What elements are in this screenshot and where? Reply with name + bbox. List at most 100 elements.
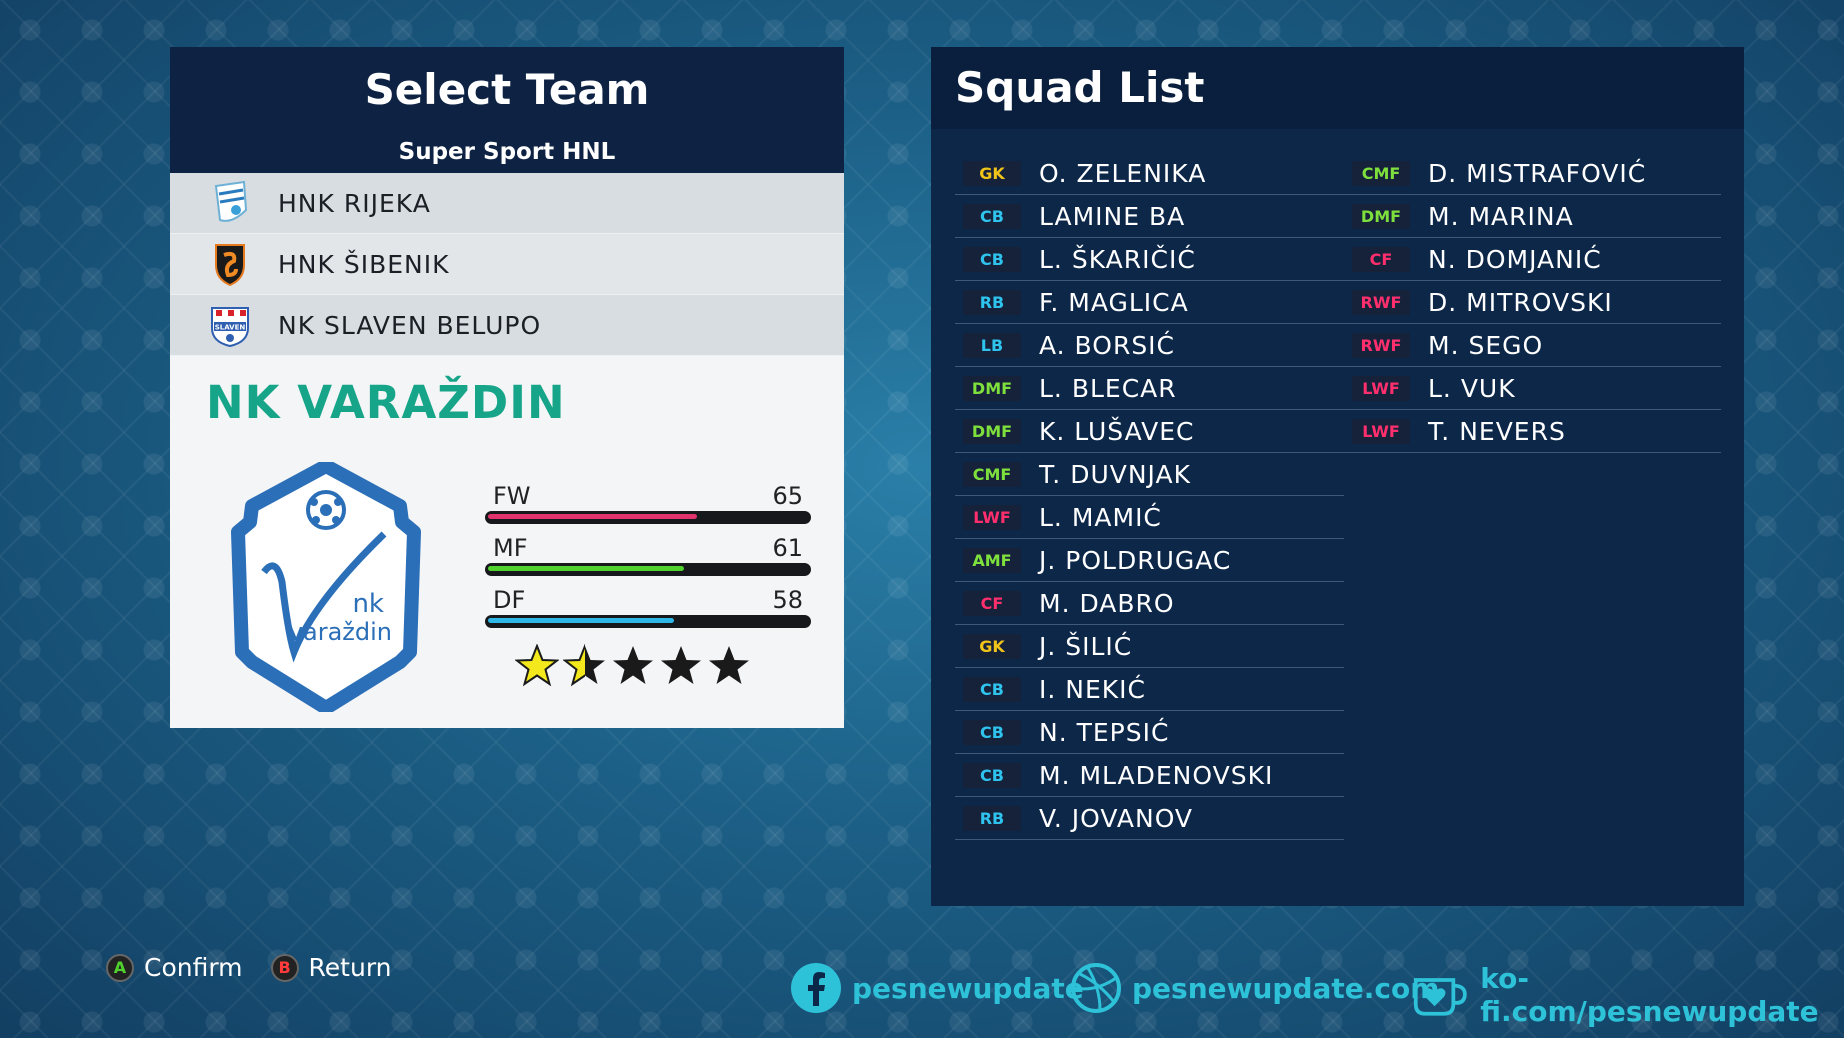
stat-bar [485,511,811,524]
squad-header: Squad List [931,47,1744,129]
player-name: F. MAGLICA [1039,287,1189,317]
position-badge: LWF [963,504,1021,530]
player-row[interactable]: LWF L. VUK [1344,367,1721,410]
player-row[interactable]: LWF T. NEVERS [1344,410,1721,453]
player-row[interactable]: DMF K. LUŠAVEC [955,410,1344,453]
player-row[interactable]: RWF M. SEGO [1344,324,1721,367]
squad-column-right: CMF D. MISTRAFOVIĆ DMF M. MARINA CF N. DOMJAN… [1344,152,1721,840]
team-name: NK SLAVEN BELUPO [278,310,542,340]
team-item-slaven-belupo[interactable]: SLAVEN NK SLAVEN BELUPO [170,295,844,356]
stat-bar [485,563,811,576]
team-stats: FW 65 MF 61 DF 58 [485,482,811,638]
rating-star-icon [709,646,749,684]
stat-mf: MF 61 [485,534,811,586]
position-badge: GK [963,633,1021,659]
league-name[interactable]: Super Sport HNL [398,139,616,165]
player-name: N. TEPSIĆ [1039,717,1170,747]
svg-text:nk: nk [352,589,384,619]
position-badge: CB [963,719,1021,745]
position-badge: DMF [963,375,1021,401]
website-url: pesnewupdate.com [1132,971,1440,1005]
position-badge: CB [963,676,1021,702]
kofi-cup-icon [1413,978,1467,1016]
position-badge: CB [963,246,1021,272]
facebook-icon [791,963,841,1013]
selected-team-detail: NK VARAŽDIN nk varaždin FW 65 MF 61 [170,356,844,728]
position-badge: CB [963,203,1021,229]
selected-team-name: NK VARAŽDIN [206,376,566,429]
player-row[interactable]: RB V. JOVANOV [955,797,1344,840]
select-team-header: Select Team Super Sport HNL [170,47,844,173]
player-row[interactable]: CB I. NEKIĆ [955,668,1344,711]
player-row[interactable]: CF N. DOMJANIĆ [1344,238,1721,281]
position-badge: DMF [1352,203,1410,229]
player-row[interactable]: CB LAMINE BA [955,195,1344,238]
team-item-rijeka[interactable]: HNK RIJEKA [170,173,844,234]
player-name: D. MISTRAFOVIĆ [1428,158,1647,188]
player-name: M. MARINA [1428,201,1574,231]
player-name: V. JOVANOV [1039,803,1194,833]
button-hints: A Confirm B Return [106,953,420,982]
player-row[interactable]: DMF M. MARINA [1344,195,1721,238]
player-row[interactable]: CF M. DABRO [955,582,1344,625]
player-name: A. BORSIĆ [1039,330,1176,360]
player-name: L. VUK [1428,373,1516,403]
panel-title: Select Team [364,65,650,114]
position-badge: LWF [1352,418,1410,444]
svg-text:SLAVEN: SLAVEN [215,324,246,332]
player-row[interactable]: LB A. BORSIĆ [955,324,1344,367]
return-label[interactable]: Return [308,953,392,982]
position-badge: RB [963,289,1021,315]
player-name: N. DOMJANIĆ [1428,244,1602,274]
kofi-link[interactable]: ko-fi.com/pesnewupdate [1412,962,1844,1028]
position-badge: CB [963,762,1021,788]
stat-label: MF [493,534,528,562]
player-name: T. DUVNJAK [1039,459,1191,489]
player-name: D. MITROVSKI [1428,287,1613,317]
rating-star-icon [613,646,653,684]
b-button-icon[interactable]: B [270,953,299,982]
rating-star-icon [515,644,559,687]
confirm-label[interactable]: Confirm [144,953,243,982]
position-badge: RWF [1352,332,1410,358]
player-row[interactable]: CMF D. MISTRAFOVIĆ [1344,152,1721,195]
team-item-sibenik[interactable]: HNK ŠIBENIK [170,234,844,295]
stat-df: DF 58 [485,586,811,638]
position-badge: GK [963,160,1021,186]
player-name: M. DABRO [1039,588,1175,618]
player-row[interactable]: GK J. ŠILIĆ [955,625,1344,668]
position-badge: AMF [963,547,1021,573]
player-row[interactable]: RWF D. MITROVSKI [1344,281,1721,324]
player-row[interactable]: CB M. MLADENOVSKI [955,754,1344,797]
player-row[interactable]: LWF L. MAMIĆ [955,496,1344,539]
squad-columns: GK O. ZELENIKA CB LAMINE BA CB L. ŠKARIČIĆ RB F… [955,152,1721,840]
stat-label: FW [493,482,531,510]
select-team-panel: Select Team Super Sport HNL HNK RIJEKA H… [170,47,844,728]
panel-title: Squad List [955,63,1205,112]
player-name: T. NEVERS [1428,416,1566,446]
player-row[interactable]: GK O. ZELENIKA [955,152,1344,195]
sibenik-crest-icon [215,244,245,287]
player-row[interactable]: RB F. MAGLICA [955,281,1344,324]
slaven-belupo-crest-icon: SLAVEN [211,307,249,348]
player-name: M. SEGO [1428,330,1544,360]
player-row[interactable]: DMF L. BLECAR [955,367,1344,410]
stat-bar [485,615,811,628]
position-badge: DMF [963,418,1021,444]
player-row[interactable]: CMF T. DUVNJAK [955,453,1344,496]
rating-star-icon [661,646,701,684]
player-name: K. LUŠAVEC [1039,416,1195,446]
stat-value: 61 [772,534,803,562]
facebook-link[interactable]: pesnewupdate [790,962,1084,1014]
team-name: HNK ŠIBENIK [278,249,450,279]
player-name: J. ŠILIĆ [1039,631,1133,661]
a-button-icon[interactable]: A [106,953,134,982]
player-row[interactable]: CB N. TEPSIĆ [955,711,1344,754]
player-row[interactable]: CB L. ŠKARIČIĆ [955,238,1344,281]
website-link[interactable]: pesnewupdate.com [1070,962,1439,1014]
player-name: L. MAMIĆ [1039,502,1162,532]
player-row[interactable]: AMF J. POLDRUGAC [955,539,1344,582]
position-badge: CMF [963,461,1021,487]
squad-column-left: GK O. ZELENIKA CB LAMINE BA CB L. ŠKARIČIĆ RB F… [955,152,1344,840]
stat-fill [488,566,684,571]
